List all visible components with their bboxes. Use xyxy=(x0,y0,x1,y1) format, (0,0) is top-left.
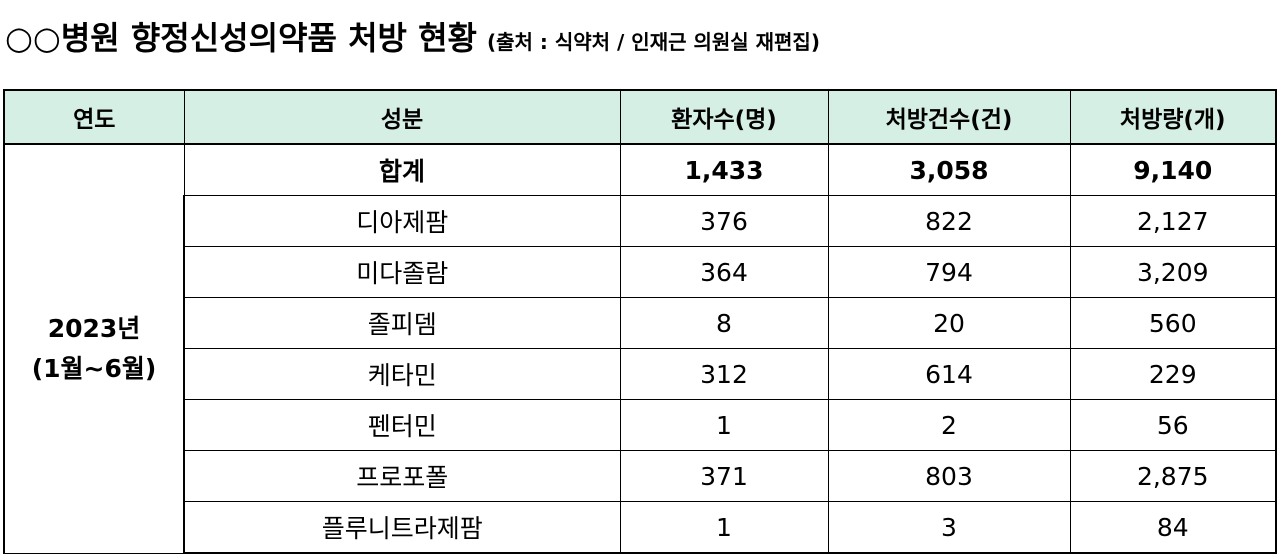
table-row: 프로포폴 371 803 2,875 xyxy=(4,450,1277,502)
ingredient-cell: 펜터민 xyxy=(183,399,621,451)
patients-cell: 371 xyxy=(619,450,829,502)
cases-cell: 803 xyxy=(827,450,1071,502)
quantity-cell: 560 xyxy=(1069,297,1277,349)
ingredient-cell: 미다졸람 xyxy=(183,246,621,298)
header-patients: 환자수(명) xyxy=(619,89,829,145)
cases-cell: 3 xyxy=(827,501,1071,554)
quantity-cell: 3,209 xyxy=(1069,246,1277,298)
quantity-cell: 84 xyxy=(1069,501,1277,554)
header-ingredient: 성분 xyxy=(183,89,621,145)
cases-cell: 3,058 xyxy=(827,143,1071,196)
patients-cell: 364 xyxy=(619,246,829,298)
patients-cell: 312 xyxy=(619,348,829,400)
table-row: 플루니트라제팜 1 3 84 xyxy=(4,501,1277,554)
ingredient-cell: 졸피뎀 xyxy=(183,297,621,349)
header-quantity: 처방량(개) xyxy=(1069,89,1277,145)
year-cell: 2023년 (1월~6월) xyxy=(3,143,185,554)
table-row: 디아제팜 376 822 2,127 xyxy=(4,195,1277,247)
table-header-row: 연도 성분 환자수(명) 처방건수(건) 처방량(개) xyxy=(3,89,1277,145)
header-cases: 처방건수(건) xyxy=(827,89,1071,145)
cases-cell: 614 xyxy=(827,348,1071,400)
patients-cell: 1,433 xyxy=(619,143,829,196)
ingredient-cell: 플루니트라제팜 xyxy=(183,501,621,554)
table-row: 미다졸람 364 794 3,209 xyxy=(4,246,1277,298)
table-row: 케타민 312 614 229 xyxy=(4,348,1277,400)
quantity-cell: 2,875 xyxy=(1069,450,1277,502)
quantity-cell: 9,140 xyxy=(1069,143,1277,196)
patients-cell: 1 xyxy=(619,501,829,554)
period-label: (1월~6월) xyxy=(31,353,157,383)
page-title: ○○병원 향정신성의약품 처방 현황 (출처 : 식약처 / 인재근 의원실 재… xyxy=(5,8,820,64)
quantity-cell: 229 xyxy=(1069,348,1277,400)
cases-cell: 822 xyxy=(827,195,1071,247)
patients-cell: 8 xyxy=(619,297,829,349)
ingredient-cell: 프로포폴 xyxy=(183,450,621,502)
quantity-cell: 56 xyxy=(1069,399,1277,451)
ingredient-cell: 합계 xyxy=(183,143,621,196)
ingredient-cell: 케타민 xyxy=(183,348,621,400)
year-label: 2023년 xyxy=(47,313,141,343)
ingredient-cell: 디아제팜 xyxy=(183,195,621,247)
prescription-table: 연도 성분 환자수(명) 처방건수(건) 처방량(개) 2023년 (1월~6월… xyxy=(3,89,1277,554)
patients-cell: 1 xyxy=(619,399,829,451)
table-row: 펜터민 1 2 56 xyxy=(4,399,1277,451)
cases-cell: 20 xyxy=(827,297,1071,349)
quantity-cell: 2,127 xyxy=(1069,195,1277,247)
title-source: (출처 : 식약처 / 인재근 의원실 재편집) xyxy=(487,29,820,54)
table-row-total: 2023년 (1월~6월) 합계 1,433 3,058 9,140 xyxy=(3,143,1277,554)
title-main: ○○병원 향정신성의약품 처방 현황 xyxy=(5,19,477,57)
table-row: 졸피뎀 8 20 560 xyxy=(4,297,1277,349)
cases-cell: 2 xyxy=(827,399,1071,451)
patients-cell: 376 xyxy=(619,195,829,247)
header-year: 연도 xyxy=(3,89,185,145)
cases-cell: 794 xyxy=(827,246,1071,298)
